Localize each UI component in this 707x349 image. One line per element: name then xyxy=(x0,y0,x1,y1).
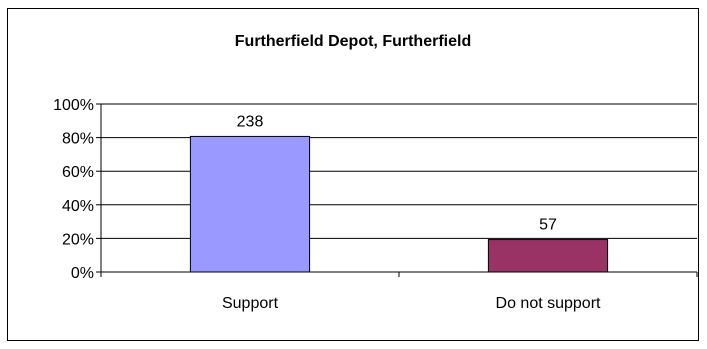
y-tick-label: 0% xyxy=(71,265,94,282)
y-tick-label: 60% xyxy=(62,164,94,181)
y-tick-label: 40% xyxy=(62,198,94,215)
x-tick-label: Support xyxy=(222,295,279,312)
bar-support xyxy=(189,135,311,273)
x-tick-label: Do not support xyxy=(496,295,602,312)
data-label: 238 xyxy=(237,113,264,130)
chart-title: Furtherfield Depot, Furtherfield xyxy=(234,33,472,50)
y-tick-label: 100% xyxy=(53,97,94,114)
bar-do-not-support xyxy=(487,239,609,273)
y-tick-label: 20% xyxy=(62,231,94,248)
data-label: 57 xyxy=(539,217,557,234)
chart-frame: Furtherfield Depot, Furtherfield xyxy=(7,8,699,341)
y-tick-label: 80% xyxy=(62,131,94,148)
